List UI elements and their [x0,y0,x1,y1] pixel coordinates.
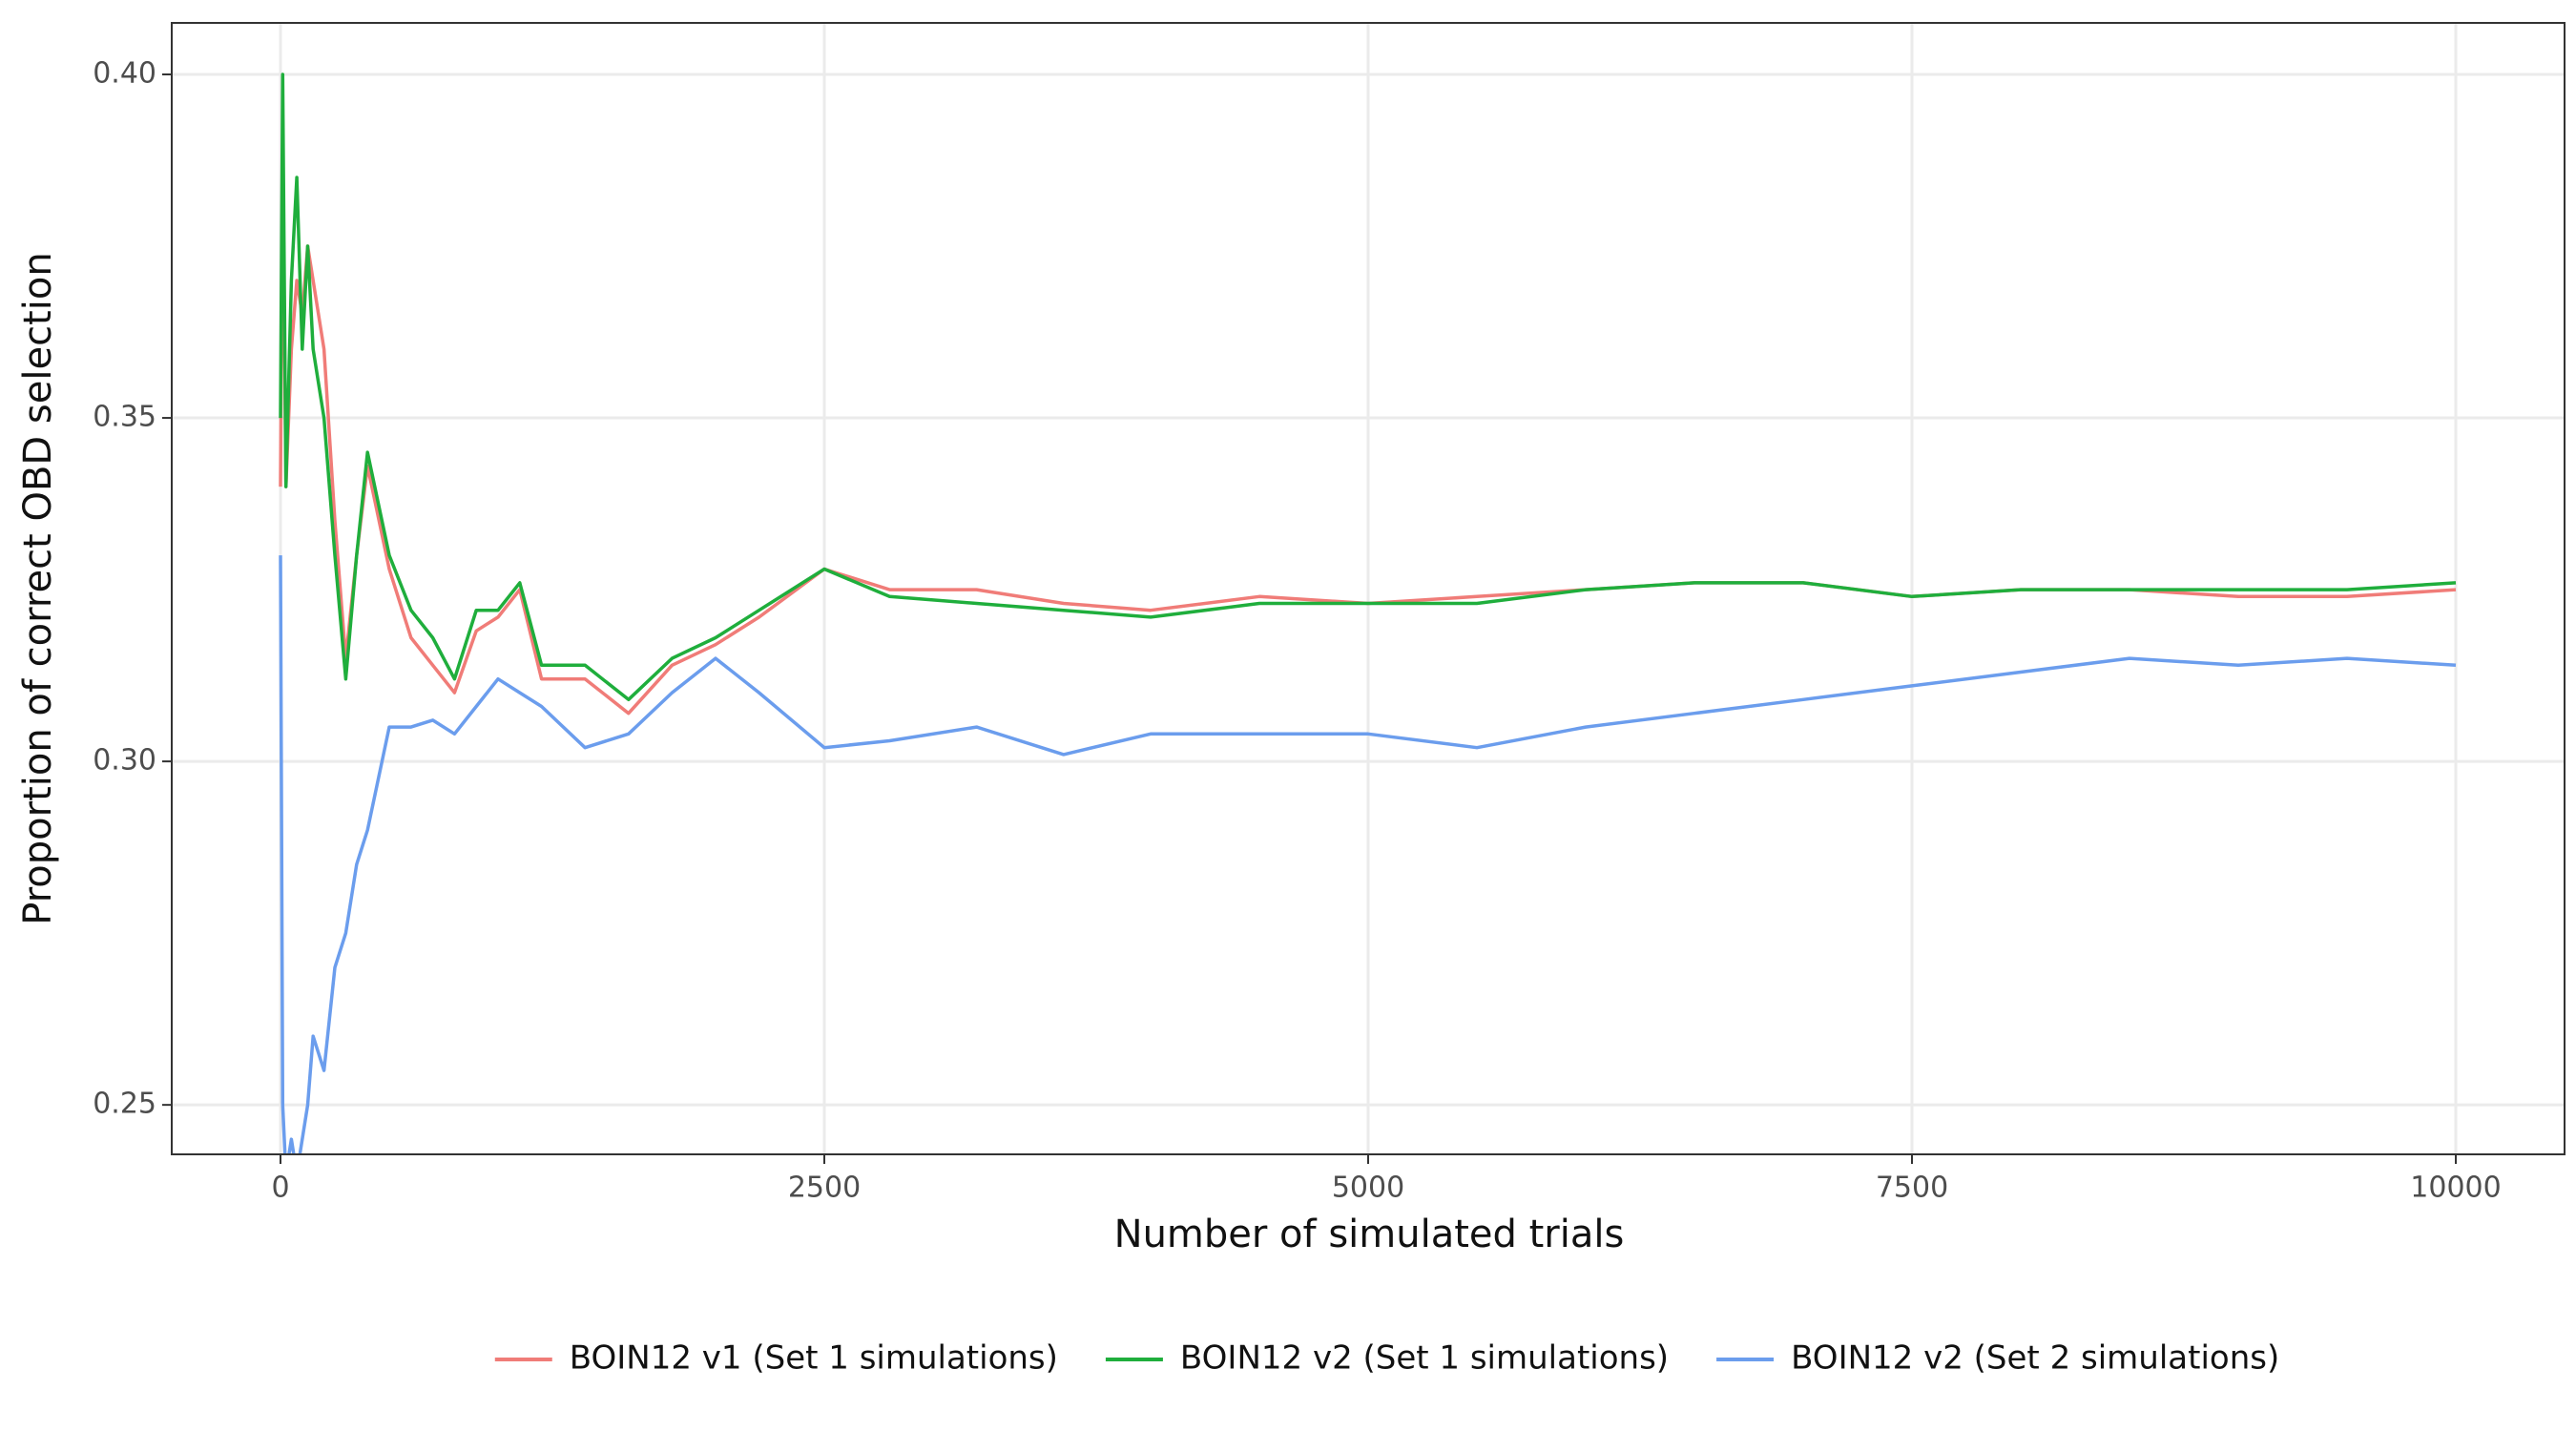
legend-label: BOIN12 v2 (Set 2 simulations) [1791,1339,2279,1378]
x-tick-label: 7500 [1876,1172,1948,1205]
x-tick-label: 0 [271,1172,289,1205]
y-tick-label: 0.30 [93,744,156,778]
x-tick-label: 2500 [788,1172,861,1205]
y-tick-label: 0.25 [93,1088,156,1121]
series-line [279,555,2457,1154]
plot-area [279,73,2457,1154]
legend-label: BOIN12 v1 (Set 1 simulations) [570,1339,1058,1378]
y-tick-label: 0.35 [93,401,156,434]
plot-border [171,22,2566,1155]
x-tick-label: 10000 [2410,1172,2501,1205]
legend-label: BOIN12 v2 (Set 1 simulations) [1180,1339,1669,1378]
x-axis-label: Number of simulated trials [1114,1213,1625,1256]
y-tick-label: 0.40 [93,57,156,91]
x-tick-label: 5000 [1332,1172,1404,1205]
y-axis-label: Proportion of correct OBD selection [16,252,60,924]
series-line [279,73,2457,702]
